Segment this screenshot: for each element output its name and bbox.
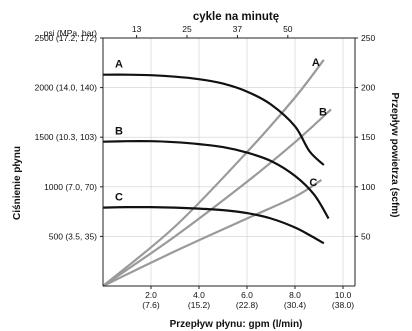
pressure-curve-letter-a: A: [115, 59, 123, 71]
top-tick-label: 37: [233, 24, 243, 34]
right-axis-title: Przepływ powietrza (scfm): [389, 92, 400, 217]
pressure-curve-letter-b: B: [115, 126, 123, 138]
curve-letters: A B C A B C: [115, 57, 327, 204]
x-tick-label-metric: (7.6): [142, 300, 160, 310]
x-tick-label-metric: (15.2): [188, 300, 210, 310]
x-tick-label-metric: (38.0): [332, 300, 354, 310]
y-tick-label: 500 (3.5, 35): [49, 231, 97, 241]
y-tick-label: 1500 (10.3, 103): [35, 132, 98, 142]
x-tick-label: 10.0: [335, 290, 352, 300]
fluid-pressure-curves: [102, 73, 330, 245]
left-axis-unit: psi (MPa, bar): [44, 28, 98, 38]
air-curve-letter-c: C: [309, 177, 317, 189]
air-curve-letter-a: A: [312, 57, 320, 69]
air-flow-curve-a: [102, 59, 325, 287]
x-tick-label: 2.0: [145, 290, 157, 300]
air-flow-curve-b: [102, 108, 332, 287]
left-axis-title: Ciśnienie płynu: [12, 146, 23, 220]
x-tick-label: 4.0: [193, 290, 205, 300]
y-tick-label: 2000 (14.0, 140): [35, 83, 98, 93]
bottom-axis-title: Przepływ płynu: gpm (l/min): [170, 319, 303, 330]
y2-tick-label: 200: [361, 83, 375, 93]
pressure-curve-a: [102, 73, 325, 166]
top-tick-label: 25: [182, 24, 192, 34]
tick-labels: 500 (3.5, 35) 1000 (7.0, 70) 1500 (10.3, 1…: [35, 24, 376, 310]
y2-tick-label: 100: [361, 182, 375, 192]
x-tick-label: 8.0: [289, 290, 301, 300]
y2-tick-label: 50: [361, 231, 371, 241]
y-tick-label: 1000 (7.0, 70): [44, 182, 97, 192]
pressure-curve-c: [102, 205, 325, 245]
pressure-curve-b: [102, 139, 330, 220]
y2-tick-label: 150: [361, 132, 375, 142]
air-curve-letter-b: B: [319, 106, 327, 118]
air-flow-curves: [102, 59, 332, 287]
air-flow-curve-c: [102, 178, 322, 287]
pressure-curve-letter-c: C: [115, 192, 123, 204]
top-tick-label: 13: [132, 24, 142, 34]
x-tick-label-metric: (30.4): [284, 300, 306, 310]
x-tick-label: 6.0: [241, 290, 253, 300]
top-axis-title: cykle na minutę: [193, 11, 279, 23]
top-tick-label: 50: [283, 24, 293, 34]
y2-tick-label: 250: [361, 33, 375, 43]
y-tick-label: 2500 (17.2, 172): [35, 33, 98, 43]
x-tick-label-metric: (22.8): [236, 300, 258, 310]
axes: [100, 35, 358, 289]
